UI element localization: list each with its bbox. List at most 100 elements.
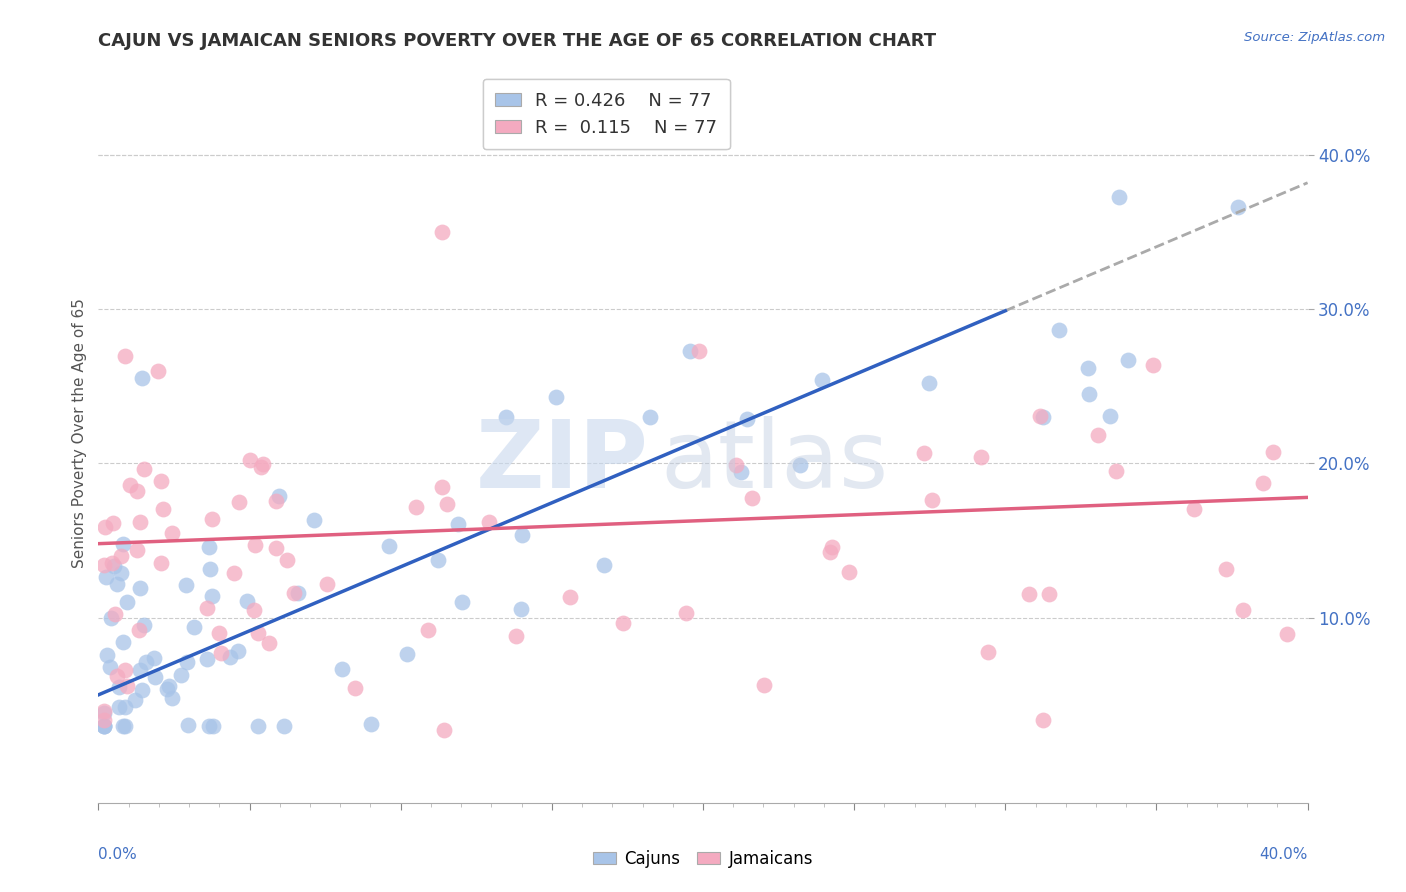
Point: [1116, 353, 1139, 368]
Point: [201, 719, 224, 733]
Point: [239, 453, 262, 467]
Point: [110, 566, 132, 580]
Point: [146, 363, 169, 377]
Point: [276, 552, 298, 566]
Point: [100, 611, 122, 625]
Point: [688, 343, 710, 358]
Point: [304, 513, 326, 527]
Point: [93, 558, 115, 573]
Point: [129, 663, 152, 677]
Point: [283, 585, 305, 599]
Point: [344, 681, 367, 696]
Point: [921, 492, 943, 507]
Point: [395, 647, 418, 661]
Point: [1251, 475, 1274, 490]
Point: [111, 537, 134, 551]
Point: [117, 679, 139, 693]
Point: [405, 500, 427, 514]
Point: [131, 682, 153, 697]
Point: [505, 629, 527, 643]
Point: [246, 625, 269, 640]
Point: [114, 699, 136, 714]
Text: ZIP: ZIP: [475, 417, 648, 508]
Point: [725, 458, 748, 473]
Point: [612, 616, 634, 631]
Point: [93, 520, 115, 534]
Point: [752, 678, 775, 692]
Point: [177, 718, 200, 732]
Point: [125, 542, 148, 557]
Point: [243, 538, 266, 552]
Point: [259, 636, 281, 650]
Point: [1098, 409, 1121, 423]
Point: [1032, 714, 1054, 728]
Point: [818, 545, 841, 559]
Point: [150, 557, 173, 571]
Point: [100, 557, 122, 571]
Point: [105, 577, 128, 591]
Point: [114, 349, 136, 363]
Point: [1018, 587, 1040, 601]
Point: [592, 558, 614, 572]
Point: [544, 390, 567, 404]
Point: [820, 540, 842, 554]
Point: [157, 679, 180, 693]
Point: [131, 370, 153, 384]
Point: [560, 590, 582, 604]
Text: 0.0%: 0.0%: [98, 847, 138, 863]
Point: [451, 595, 474, 609]
Text: 40.0%: 40.0%: [1260, 847, 1308, 863]
Point: [430, 480, 453, 494]
Point: [117, 594, 139, 608]
Point: [222, 566, 245, 580]
Point: [114, 663, 136, 677]
Point: [912, 446, 935, 460]
Point: [174, 578, 197, 592]
Point: [510, 527, 533, 541]
Point: [152, 501, 174, 516]
Point: [1038, 587, 1060, 601]
Point: [675, 606, 697, 620]
Point: [977, 645, 1000, 659]
Point: [1105, 464, 1128, 478]
Point: [679, 343, 702, 358]
Point: [143, 670, 166, 684]
Point: [129, 581, 152, 595]
Point: [433, 723, 456, 738]
Point: [1232, 603, 1254, 617]
Point: [93, 719, 115, 733]
Point: [1275, 627, 1298, 641]
Point: [124, 693, 146, 707]
Point: [242, 603, 264, 617]
Point: [377, 540, 399, 554]
Text: Source: ZipAtlas.com: Source: ZipAtlas.com: [1244, 31, 1385, 45]
Text: CAJUN VS JAMAICAN SENIORS POVERTY OVER THE AGE OF 65 CORRELATION CHART: CAJUN VS JAMAICAN SENIORS POVERTY OVER T…: [98, 32, 936, 50]
Point: [1261, 445, 1284, 459]
Point: [1087, 428, 1109, 442]
Point: [789, 458, 811, 472]
Point: [287, 586, 309, 600]
Point: [209, 646, 232, 660]
Point: [1108, 190, 1130, 204]
Point: [735, 412, 758, 426]
Point: [252, 457, 274, 471]
Point: [495, 410, 517, 425]
Point: [1077, 360, 1099, 375]
Legend: R = 0.426    N = 77, R =  0.115    N = 77: R = 0.426 N = 77, R = 0.115 N = 77: [482, 78, 730, 149]
Point: [108, 699, 131, 714]
Point: [128, 623, 150, 637]
Point: [1227, 200, 1250, 214]
Point: [105, 669, 128, 683]
Point: [1047, 323, 1070, 337]
Point: [1032, 409, 1054, 424]
Point: [918, 376, 941, 391]
Point: [108, 680, 131, 694]
Point: [132, 618, 155, 632]
Point: [1182, 502, 1205, 516]
Point: [104, 607, 127, 622]
Point: [1028, 409, 1050, 423]
Point: [198, 562, 221, 576]
Point: [1215, 562, 1237, 576]
Point: [170, 667, 193, 681]
Y-axis label: Seniors Poverty Over the Age of 65: Seniors Poverty Over the Age of 65: [72, 298, 87, 567]
